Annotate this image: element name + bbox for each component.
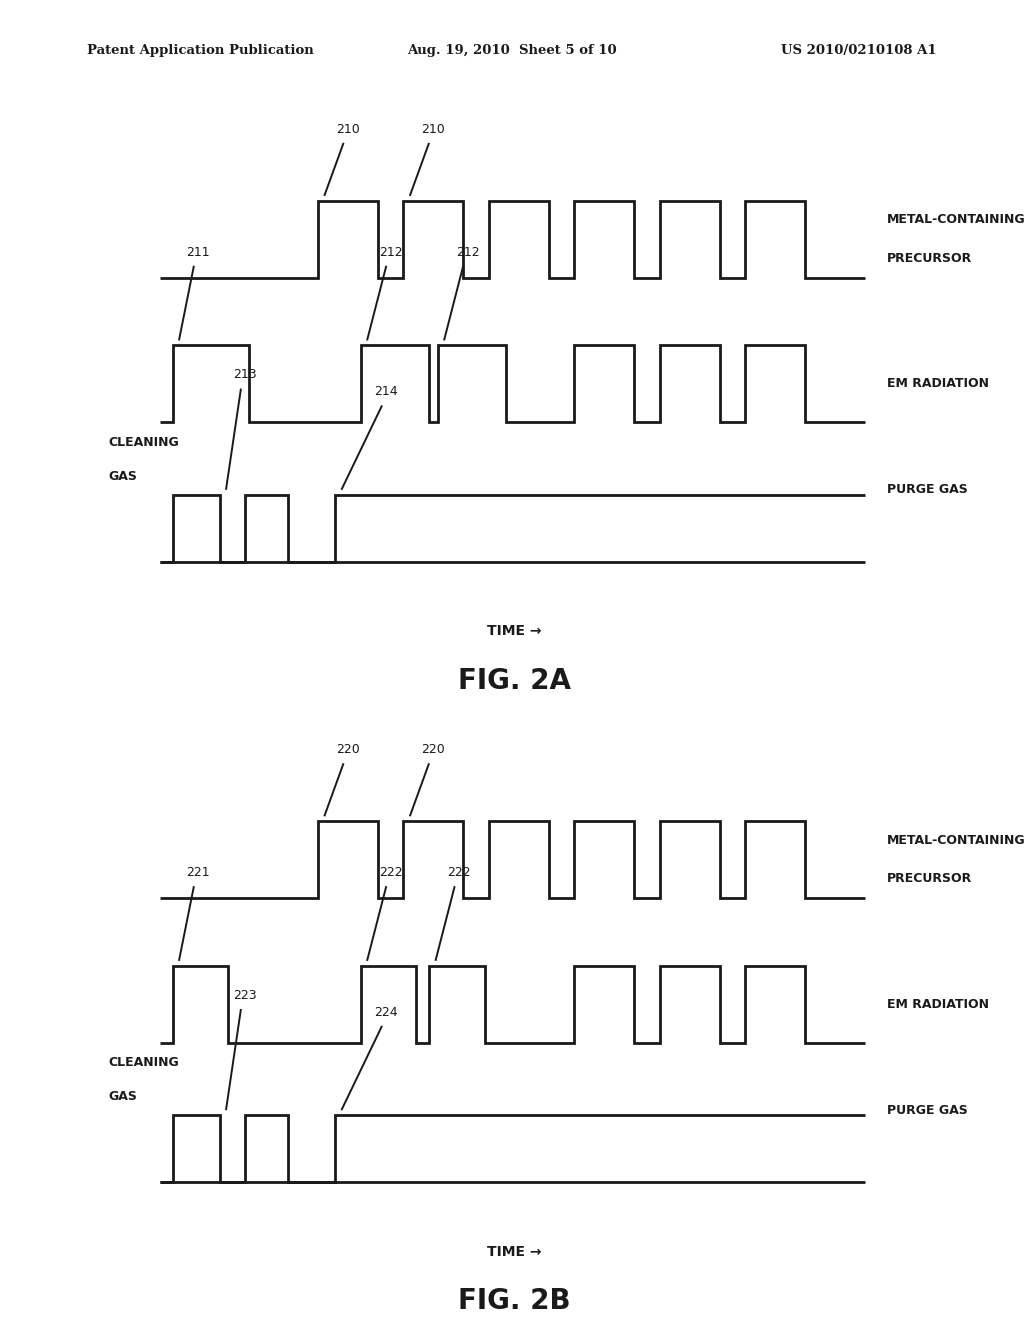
Text: FIG. 2A: FIG. 2A — [458, 667, 571, 694]
Text: US 2010/0210108 A1: US 2010/0210108 A1 — [781, 44, 937, 57]
Text: 223: 223 — [233, 989, 257, 1002]
Text: 221: 221 — [186, 866, 210, 879]
Text: 222: 222 — [379, 866, 402, 879]
Text: 220: 220 — [336, 743, 359, 756]
Text: TIME →: TIME → — [487, 624, 542, 639]
Text: GAS: GAS — [109, 1090, 137, 1104]
Text: 213: 213 — [233, 368, 257, 381]
Text: Aug. 19, 2010  Sheet 5 of 10: Aug. 19, 2010 Sheet 5 of 10 — [408, 44, 616, 57]
Text: METAL-CONTAINING: METAL-CONTAINING — [887, 834, 1024, 847]
Text: 214: 214 — [375, 385, 398, 399]
Text: TIME →: TIME → — [487, 1245, 542, 1259]
Text: 210: 210 — [336, 123, 359, 136]
Text: FIG. 2B: FIG. 2B — [459, 1287, 570, 1315]
Text: EM RADIATION: EM RADIATION — [887, 998, 988, 1011]
Text: 210: 210 — [422, 123, 445, 136]
Text: 212: 212 — [379, 246, 402, 259]
Text: 212: 212 — [456, 246, 479, 259]
Text: PURGE GAS: PURGE GAS — [887, 1104, 968, 1117]
Text: 220: 220 — [422, 743, 445, 756]
Text: 222: 222 — [447, 866, 471, 879]
Text: Patent Application Publication: Patent Application Publication — [87, 44, 313, 57]
Text: 224: 224 — [375, 1006, 398, 1019]
Text: EM RADIATION: EM RADIATION — [887, 378, 988, 391]
Text: GAS: GAS — [109, 470, 137, 483]
Text: PRECURSOR: PRECURSOR — [887, 873, 972, 886]
Text: METAL-CONTAINING: METAL-CONTAINING — [887, 214, 1024, 227]
Text: 211: 211 — [186, 246, 210, 259]
Text: CLEANING: CLEANING — [109, 1056, 179, 1069]
Text: CLEANING: CLEANING — [109, 436, 179, 449]
Text: PURGE GAS: PURGE GAS — [887, 483, 968, 496]
Text: PRECURSOR: PRECURSOR — [887, 252, 972, 265]
